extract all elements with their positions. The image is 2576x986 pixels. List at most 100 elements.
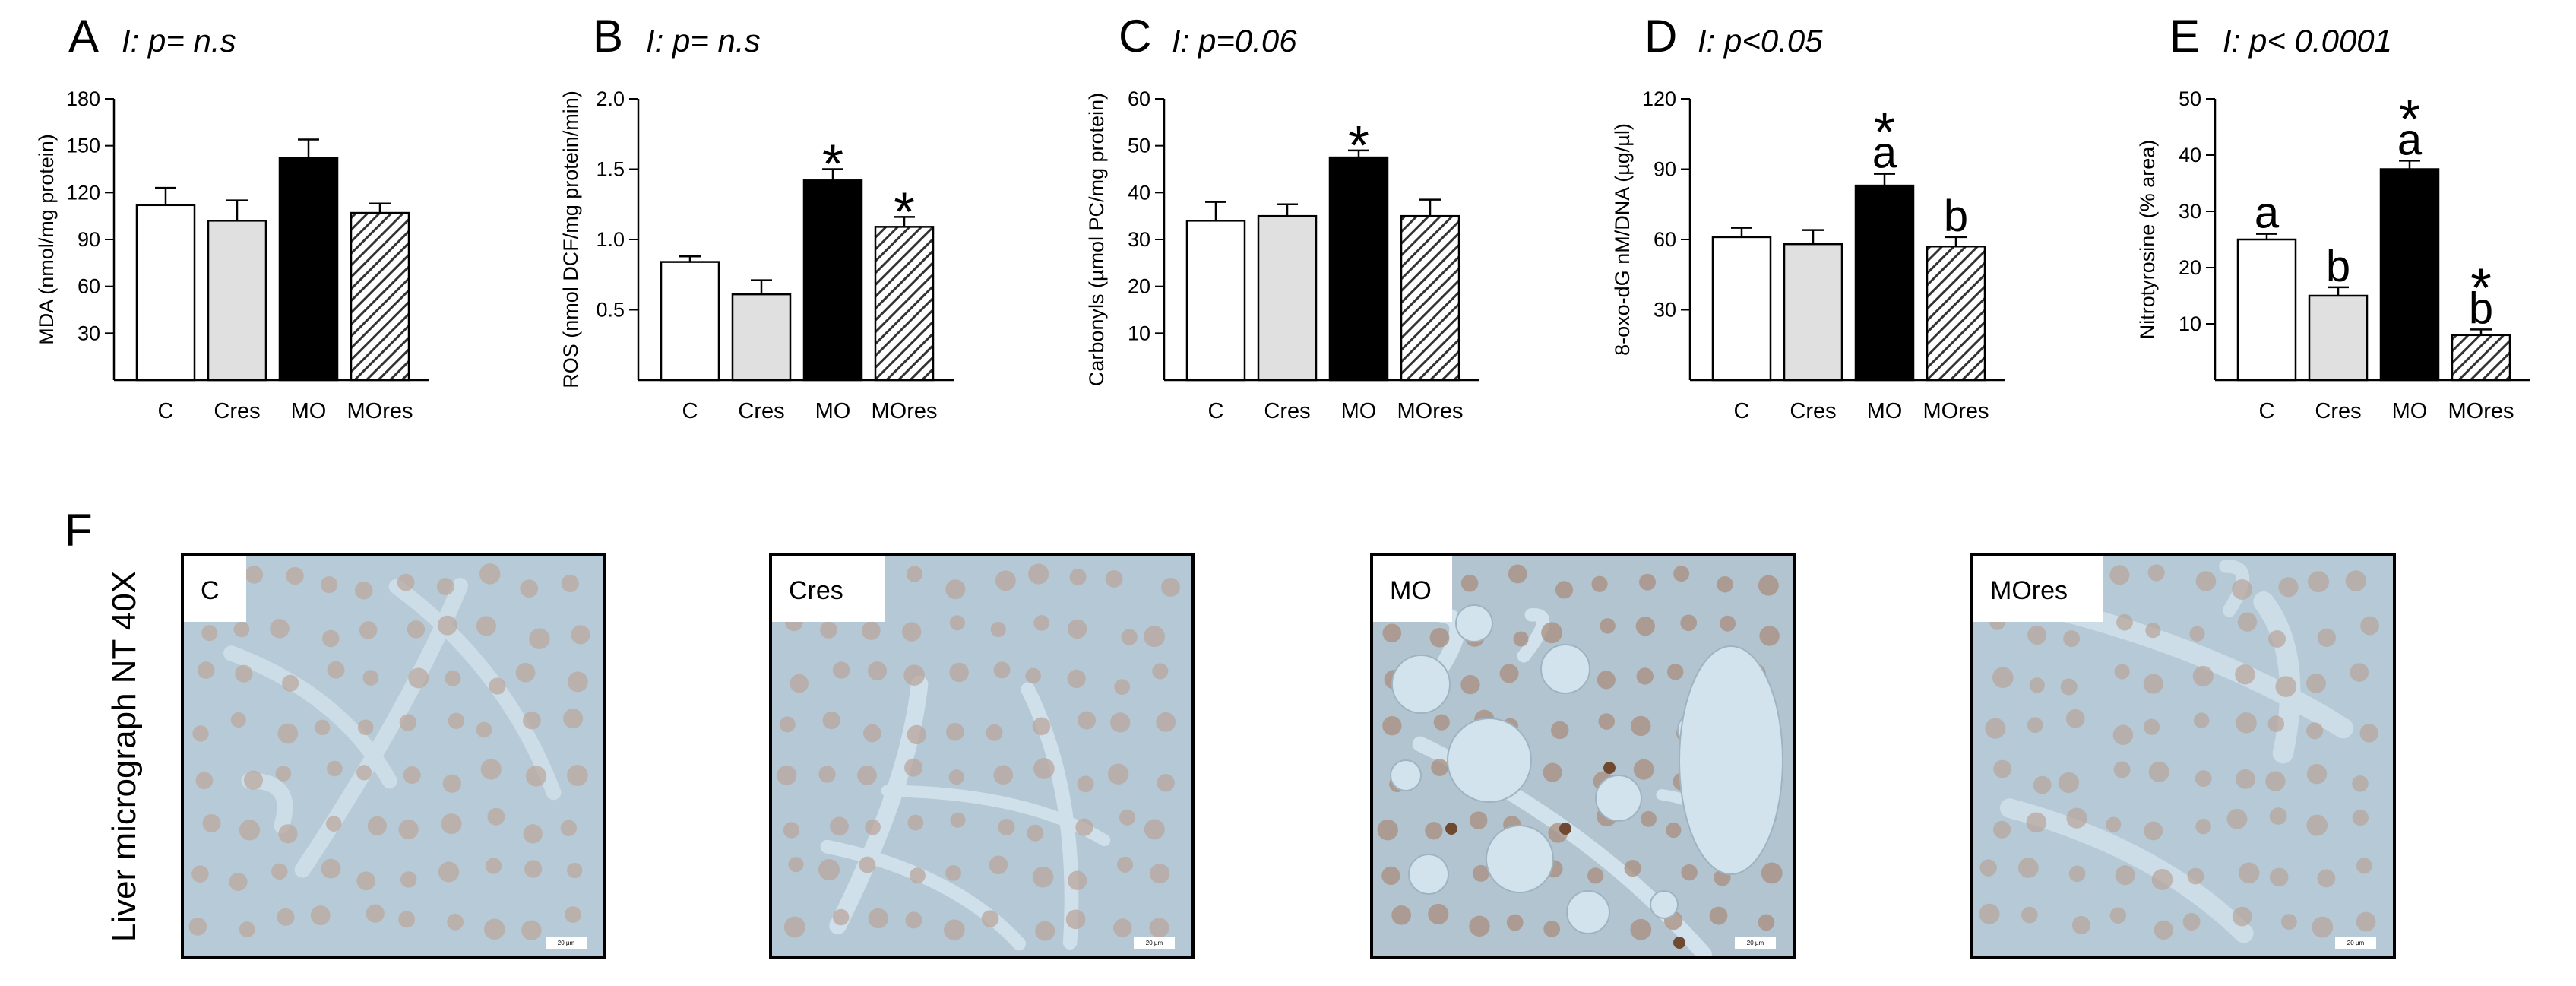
nucleus	[1472, 864, 1489, 882]
x-tick-label: Cres	[2315, 399, 2361, 423]
nucleus	[441, 813, 462, 835]
nucleus	[275, 766, 292, 782]
nucleus	[904, 758, 923, 777]
nucleus	[1992, 820, 2011, 839]
nucleus	[2232, 579, 2252, 600]
panel-letter: F	[65, 505, 93, 556]
nucleus	[1499, 664, 1519, 683]
nucleus	[906, 566, 923, 582]
nucleus	[356, 871, 376, 891]
nucleus	[397, 573, 415, 591]
nucleus	[945, 865, 961, 881]
nucleus	[1640, 810, 1657, 827]
nucleus	[1551, 721, 1569, 740]
nucleus	[529, 628, 550, 649]
y-axis-label: MDA (nmol/mg protein)	[35, 134, 58, 345]
nucleus	[944, 919, 965, 940]
nucleus	[487, 807, 505, 826]
nucleus	[2148, 761, 2169, 782]
panel-letter: A	[68, 11, 99, 62]
nucleus	[777, 765, 797, 785]
micrograph-frame	[769, 553, 1195, 959]
nucleus	[2352, 775, 2369, 792]
nucleus	[1033, 758, 1055, 779]
y-tick-label: 1.0	[596, 228, 625, 251]
tissue-background	[771, 555, 1193, 958]
y-tick-label: 2.0	[596, 87, 625, 110]
nucleus	[327, 661, 345, 679]
nucleus	[201, 625, 218, 642]
lipid-droplet	[1566, 890, 1610, 934]
nt-stained-cell	[1673, 937, 1685, 949]
x-tick-label: C	[682, 399, 698, 423]
nucleus	[1433, 714, 1450, 731]
nucleus	[2115, 865, 2135, 886]
chart-title: I: p=0.06	[1172, 23, 1297, 59]
nucleus	[2017, 858, 2039, 878]
nucleus	[286, 566, 304, 585]
x-tick-label: MOres	[2448, 399, 2514, 423]
nucleus	[2268, 630, 2286, 648]
significance-letter: b	[2326, 242, 2350, 291]
nucleus	[1597, 671, 1616, 690]
nucleus	[1108, 763, 1129, 785]
nucleus	[314, 719, 331, 736]
nucleus	[1587, 867, 1604, 884]
nucleus	[1078, 711, 1097, 730]
nucleus	[524, 860, 543, 878]
nucleus	[1033, 615, 1049, 631]
panel-letter: D	[1644, 11, 1677, 62]
bar-mo	[1328, 156, 1389, 382]
scale-bar-label: 20 µm	[558, 940, 575, 946]
nucleus	[998, 818, 1015, 835]
nucleus	[567, 671, 588, 693]
nucleus	[563, 709, 584, 729]
nucleus	[271, 863, 288, 880]
nucleus	[2275, 676, 2297, 697]
nucleus	[2308, 571, 2330, 593]
nucleus	[2106, 816, 2122, 832]
nucleus	[1667, 664, 1684, 680]
x-tick-label: Cres	[214, 399, 260, 423]
x-tick-label: C	[1208, 399, 1224, 423]
chart-title: I: p= n.s	[122, 23, 236, 59]
micrograph-label: C	[201, 576, 220, 605]
nucleus	[1110, 712, 1131, 733]
y-axis-label: Nitrotyrosine (% area)	[2136, 140, 2159, 340]
nucleus	[783, 822, 800, 839]
x-tick-label: MOres	[872, 399, 938, 423]
nucleus	[400, 871, 417, 888]
nucleus	[448, 712, 465, 729]
bar-mo	[1854, 184, 1915, 382]
nucleus	[399, 714, 417, 731]
nucleus	[1508, 564, 1527, 584]
nucleus	[1425, 822, 1443, 840]
nucleus	[321, 629, 340, 648]
nucleus	[1541, 622, 1563, 644]
nucleus	[2350, 663, 2369, 682]
y-axis-label: ROS (nmol DCF/mg protein/min)	[559, 90, 582, 388]
nucleus	[197, 661, 215, 679]
nucleus	[522, 711, 541, 730]
nucleus	[1035, 921, 1055, 941]
nucleus	[2021, 906, 2038, 924]
x-tick-label: MOres	[347, 399, 413, 423]
nucleus	[525, 766, 547, 787]
nucleus	[907, 814, 924, 831]
micrograph-side-label: Liver micrograph NT 40X	[106, 571, 143, 942]
sinusoid	[1999, 798, 2254, 943]
nucleus	[790, 674, 809, 693]
y-axis-label: Carbonyls (µmol PC/mg protein)	[1085, 93, 1108, 386]
nucleus	[515, 662, 536, 683]
y-tick-label: 90	[1654, 158, 1676, 181]
x-tick-label: MOres	[1397, 399, 1464, 423]
significance-letter: a	[2255, 189, 2280, 238]
nucleus	[191, 865, 209, 883]
nucleus	[1075, 818, 1093, 836]
nucleus	[445, 670, 461, 686]
lipid-droplet	[1595, 775, 1642, 822]
micrograph-label-box	[1373, 556, 1452, 622]
micrograph-c	[182, 555, 605, 958]
y-tick-label: 60	[1654, 228, 1676, 251]
nucleus	[2066, 807, 2087, 829]
